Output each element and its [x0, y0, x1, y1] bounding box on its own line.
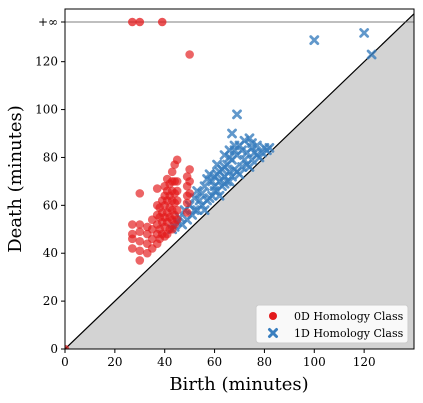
legend-marker-0d: [269, 312, 277, 320]
point-1d-61: [197, 188, 208, 199]
y-tick-label-infinity: +∞: [38, 15, 58, 29]
point-0d-63: [172, 215, 182, 225]
axes: 0 20 40 60 80 100 120 0 20 40 60 80 100 120 +∞: [35, 8, 415, 369]
point-0d-3: [128, 229, 137, 239]
point-0d-65: [172, 196, 182, 205]
point-1d-57: [239, 135, 250, 146]
point-1d-22: [204, 193, 215, 204]
point-0d-56: [167, 167, 177, 177]
point-1d-58: [244, 133, 255, 144]
point-0d-7: [135, 236, 145, 246]
point-0d-10: [135, 189, 145, 198]
point-0d-9: [135, 220, 145, 229]
point-0d-67: [172, 177, 182, 186]
point-0d-6: [135, 246, 145, 256]
point-1d-71: [224, 166, 235, 177]
point-1d-20: [194, 195, 205, 206]
point-1d-50: [202, 174, 212, 184]
point-1d-29: [239, 154, 250, 165]
point-1d-36: [199, 181, 210, 192]
y-tick-label-100: 100: [35, 103, 58, 117]
point-1d-76: [359, 28, 370, 38]
x-tick-label-100: 100: [303, 355, 326, 369]
y-tick-label-120: 120: [35, 55, 58, 69]
point-0d-74: [185, 189, 194, 198]
x-tick-label-20: 20: [107, 355, 122, 369]
y-tick-label-40: 40: [43, 246, 58, 260]
legend-box: [255, 304, 409, 344]
x-tick-label-60: 60: [207, 355, 222, 369]
plot-frame: [64, 8, 415, 350]
legend-label-0d: 0D Homology Class: [294, 310, 404, 323]
diagonal-line: [65, 13, 414, 349]
point-0d-64: [172, 205, 182, 215]
legend: 0D Homology Class 1D Homology Class: [255, 304, 409, 344]
point-0d-24: [152, 184, 162, 193]
x-tick-label-0: 0: [61, 355, 69, 369]
plot-area: [65, 13, 414, 349]
point-1d-73: [247, 142, 257, 153]
point-0d-infinite-2: [157, 17, 167, 27]
point-1d-30: [244, 162, 255, 172]
point-1d-55: [229, 140, 240, 151]
point-1d-24: [214, 190, 225, 201]
point-0d-69: [182, 208, 192, 217]
point-0d-4: [128, 220, 137, 229]
point-1d-47: [224, 152, 235, 163]
point-0d-infinite-0: [128, 17, 137, 27]
y-tick-label-20: 20: [43, 294, 58, 308]
legend-label-1d: 1D Homology Class: [294, 327, 404, 340]
y-tick-label-80: 80: [43, 150, 58, 164]
x-tick-label-80: 80: [257, 355, 272, 369]
point-1d-34: [264, 142, 275, 153]
point-1d-54: [227, 128, 237, 139]
point-1d-12: [237, 162, 247, 172]
point-1d-75: [309, 35, 320, 46]
point-0d-68: [172, 155, 182, 165]
point-1d-19: [189, 205, 200, 216]
point-1d-43: [237, 145, 247, 156]
point-1d-74: [252, 140, 262, 151]
point-1d-25: [219, 178, 230, 189]
legend-marker-1d: [268, 328, 278, 338]
point-0d-5: [135, 256, 145, 265]
point-1d-32: [254, 152, 265, 163]
point-1d-37: [207, 176, 217, 187]
point-1d-28: [234, 169, 245, 180]
point-1d-77: [366, 49, 377, 60]
plot-clip-group: [65, 13, 414, 349]
point-1d-16: [257, 147, 267, 158]
y-tick-label-0: 0: [50, 342, 58, 356]
point-0d-0: [65, 344, 70, 349]
point-0d-8: [135, 227, 145, 236]
x-tick-label-40: 40: [157, 355, 172, 369]
point-1d-60: [212, 159, 222, 170]
point-0d-76: [185, 165, 194, 174]
y-axis-label: Death (minutes): [5, 105, 26, 253]
y-tick-label-60: 60: [43, 198, 58, 212]
point-0d-75: [185, 177, 194, 186]
point-1d-35: [192, 186, 203, 196]
point-1d-21: [199, 205, 210, 216]
point-1d-56: [232, 109, 242, 120]
x-axis-label: Birth (minutes): [169, 374, 308, 395]
point-1d-51: [204, 169, 215, 180]
point-0d-70: [182, 198, 192, 208]
point-0d-infinite-1: [135, 17, 145, 27]
x-tick-label-120: 120: [353, 355, 376, 369]
point-0d-66: [172, 186, 182, 196]
point-0d-1: [128, 244, 137, 253]
point-0d-77: [185, 50, 194, 59]
